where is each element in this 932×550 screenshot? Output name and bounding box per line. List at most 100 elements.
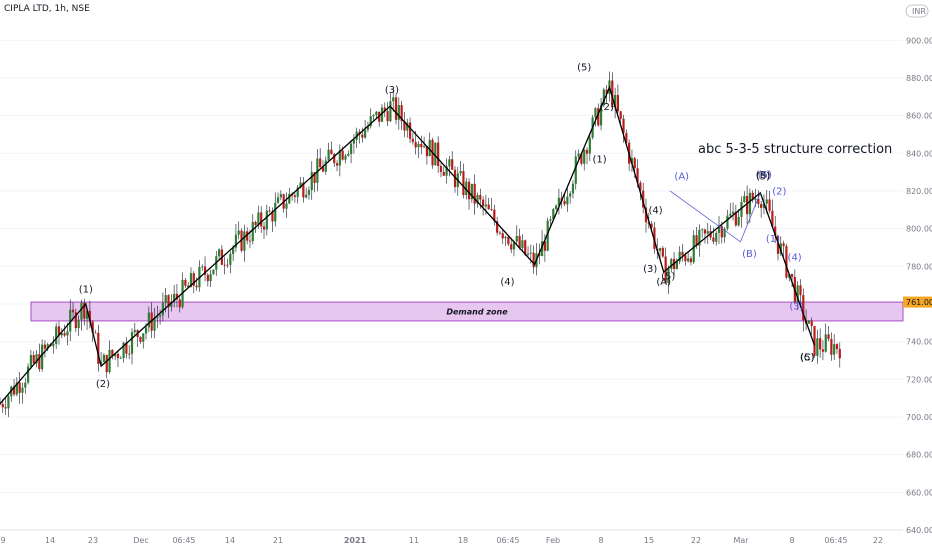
candle-body [807,320,810,324]
blue-wave-label: (4) [788,253,802,264]
candle-body [465,181,468,196]
candle-body [518,235,521,248]
candle-body [94,332,97,334]
y-tick-label: 900.00 [906,36,932,45]
candle-body [26,366,30,383]
candle-body [630,158,634,164]
candle-body [552,209,555,220]
candle-body [147,312,150,328]
candle-body [616,94,620,112]
candle-body [347,154,350,156]
candle-body [802,295,805,321]
y-tick-label: 640.00 [906,526,932,535]
candle-body [453,169,457,188]
candle-body [479,195,482,200]
wave-label: (5) [577,62,591,73]
candle-body [765,199,768,204]
candle-body [206,274,209,282]
candle-body [771,210,774,227]
candle-body [692,235,695,263]
x-tick-label: 06:45 [496,536,519,545]
candle-body [88,310,91,322]
candle-body [102,354,106,362]
candle-body [776,235,780,254]
candle-body [366,126,370,130]
x-tick-label: 06:45 [824,536,847,545]
candle-body [116,353,120,359]
candle-body [467,181,471,200]
candle-body [1,404,4,408]
x-tick-label: 11 [409,536,419,545]
x-tick-label: 22 [873,536,883,545]
y-tick-label: 680.00 [906,451,932,460]
candle-body [734,211,737,226]
x-tick-label: 9 [0,536,5,545]
candle-body [307,190,311,195]
candle-body [364,129,367,138]
x-tick-label: 2021 [344,536,367,545]
candle-body [209,274,212,282]
x-tick-label: 06:45 [172,536,195,545]
candle-body [122,342,125,359]
candle-body [341,150,344,160]
candle-body [265,210,268,230]
candle-body [114,353,117,357]
candle-body [462,171,465,196]
candle-body [41,344,44,370]
candle-body [361,134,364,138]
currency-badge-icon[interactable]: INR [905,4,929,18]
candle-body [403,121,406,131]
candle-body [689,258,693,263]
candle-body [100,361,103,364]
candle-body [622,118,625,133]
candle-body [349,143,353,155]
candle-body [285,203,288,209]
candle-body [504,236,507,239]
candle-body [760,203,763,208]
x-axis[interactable]: 9 14 23 Dec 06:45 14 21 2021 11 18 06:45 Feb 8 15 22 Ma… [0,536,883,545]
y-tick-label: 700.00 [906,413,932,422]
candle-body [293,195,297,197]
candle-body [437,142,440,167]
candle-body [302,182,305,198]
candle-body [639,182,642,191]
candle-body [602,89,605,106]
candle-body [420,143,423,148]
y-tick-label: 720.00 [906,375,932,384]
candle-body [549,219,552,221]
candle-body [189,273,193,288]
candle-body [703,229,707,234]
candle-body [529,252,532,254]
candle-body [60,333,63,336]
candle-body [729,213,732,216]
candle-body [319,158,322,168]
candle-body [481,199,485,207]
candle-body [125,342,128,354]
x-tick-label: 18 [458,536,468,545]
candle-body [254,222,257,225]
candle-body [717,226,721,233]
candle-body [723,228,726,238]
candle-body [38,354,41,370]
candle-body [7,396,10,409]
y-tick-label: 860.00 [906,112,932,121]
candle-body [681,251,684,256]
candle-body [327,149,330,161]
demand-zone: Demand zone [30,301,904,322]
candle-body [369,116,372,127]
candle-body [12,386,16,395]
demand-zone-label: Demand zone [446,307,508,316]
candle-body [352,139,355,144]
candle-body [751,192,754,201]
candle-body [105,354,108,373]
candle-body [55,326,58,345]
y-tick-label: 740.00 [906,338,932,347]
candle-body [490,209,493,211]
candle-body [785,246,788,278]
wave-label: (C) [800,352,815,363]
candle-body [546,220,549,251]
demand-zone-rect [30,301,904,322]
wave-line [0,85,816,405]
candle-body [85,310,89,319]
